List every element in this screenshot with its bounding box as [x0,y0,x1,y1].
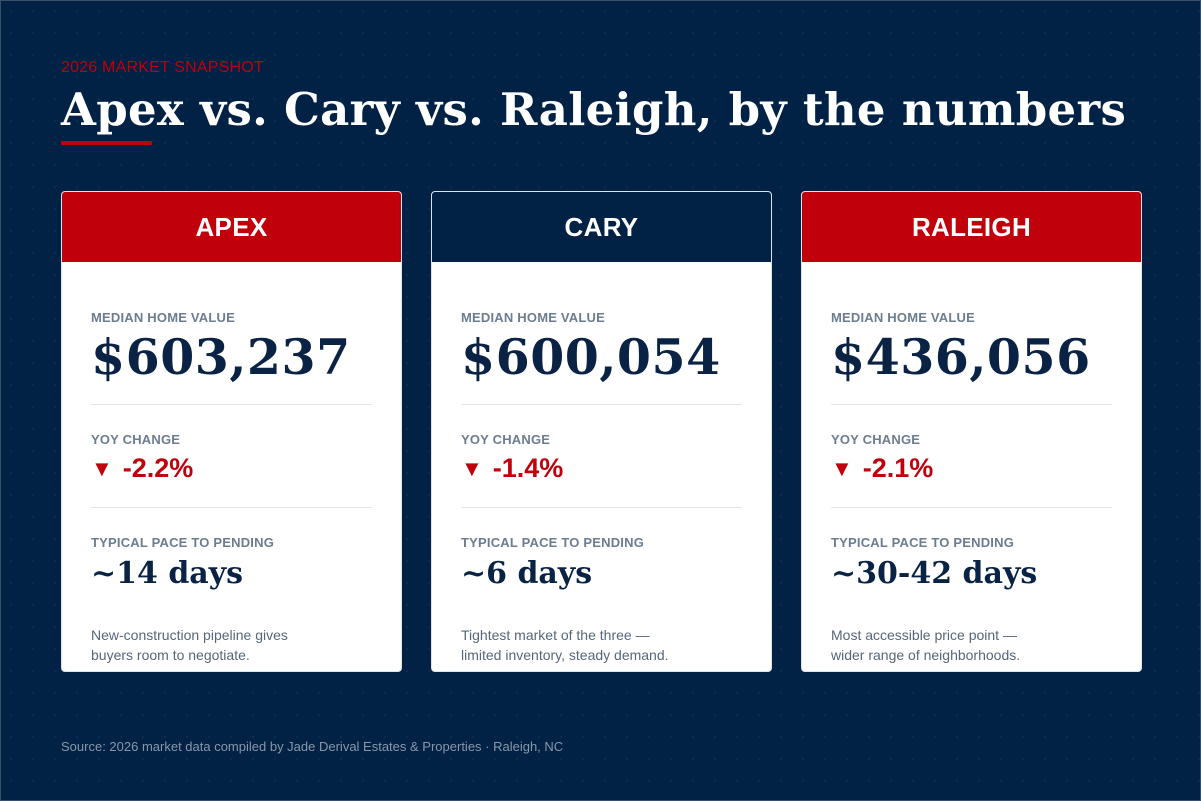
card-body: MEDIAN HOME VALUE $436,056 YOY CHANGE ▼ … [802,310,1141,665]
median-value: $436,056 [831,328,1091,386]
card-body: MEDIAN HOME VALUE $600,054 YOY CHANGE ▼ … [432,310,771,665]
pace-value: ~6 days [461,556,593,591]
divider [831,404,1112,405]
down-triangle-icon: ▼ [461,455,483,481]
down-triangle-icon: ▼ [91,455,113,481]
yoy-change: ▼ -2.1% [831,453,1112,484]
yoy-change: ▼ -2.2% [91,453,372,484]
divider [831,507,1112,508]
card-header: APEX [62,192,401,262]
card-note: Tightest market of the three — limited i… [461,627,669,663]
card-apex: APEX MEDIAN HOME VALUE $603,237 YOY CHAN… [61,191,402,672]
pace-value: ~14 days [91,556,244,591]
pace-label: TYPICAL PACE TO PENDING [831,535,1015,550]
pace-value: ~30-42 days [831,556,1038,591]
card-title: APEX [195,211,268,242]
down-triangle-icon: ▼ [831,455,853,481]
divider [91,404,372,405]
pace-label: TYPICAL PACE TO PENDING [461,535,645,550]
card-note: New-construction pipeline gives buyers r… [91,627,288,663]
median-label: MEDIAN HOME VALUE [91,310,235,325]
median-label: MEDIAN HOME VALUE [461,310,605,325]
card-note: Most accessible price point — wider rang… [831,627,1021,663]
yoy-label: YOY CHANGE [831,432,921,447]
card-header: CARY [432,192,771,262]
yoy-change: ▼ -1.4% [461,453,742,484]
card-header: RALEIGH [802,192,1141,262]
divider [461,507,742,508]
card-raleigh: RALEIGH MEDIAN HOME VALUE $436,056 YOY C… [801,191,1142,672]
source-footnote: Source: 2026 market data compiled by Jad… [61,739,564,754]
card-title: RALEIGH [911,211,1032,242]
yoy-label: YOY CHANGE [461,432,551,447]
median-label: MEDIAN HOME VALUE [831,310,975,325]
median-value: $600,054 [461,328,721,386]
card-cary: CARY MEDIAN HOME VALUE $600,054 YOY CHAN… [431,191,772,672]
divider [461,404,742,405]
page-title: Apex vs. Cary vs. Raleigh, by the number… [61,83,1127,136]
yoy-value: -2.1% [862,453,934,483]
title-accent-rule [61,141,152,145]
yoy-value: -1.4% [492,453,564,483]
card-title: CARY [564,211,639,242]
median-value: $603,237 [91,328,351,386]
yoy-value: -2.2% [122,453,194,483]
eyebrow-label: 2026 MARKET SNAPSHOT [61,59,264,76]
divider [91,507,372,508]
yoy-label: YOY CHANGE [91,432,181,447]
card-body: MEDIAN HOME VALUE $603,237 YOY CHANGE ▼ … [62,310,401,665]
pace-label: TYPICAL PACE TO PENDING [91,535,275,550]
